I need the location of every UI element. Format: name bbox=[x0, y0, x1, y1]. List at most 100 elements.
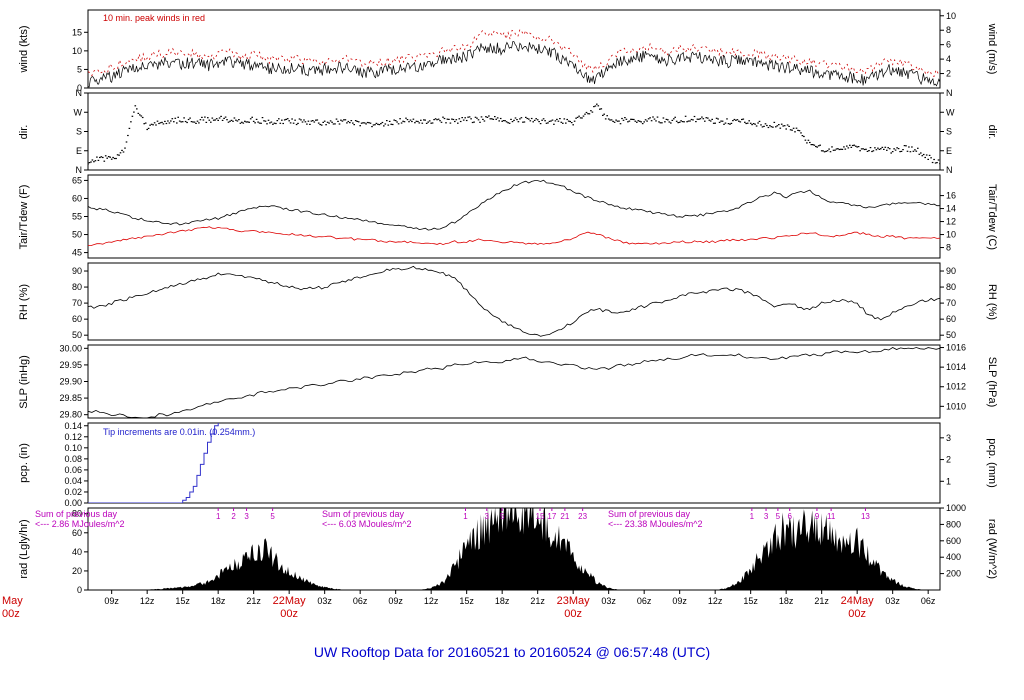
scatter-point bbox=[590, 110, 592, 112]
scatter-point bbox=[474, 116, 477, 118]
scatter-point bbox=[520, 117, 523, 119]
panel-plot-area-temp bbox=[88, 179, 940, 247]
scatter-point bbox=[584, 113, 586, 115]
scatter-point bbox=[868, 150, 870, 152]
y-tick-label: 5 bbox=[77, 64, 82, 74]
scatter-point bbox=[745, 122, 747, 125]
y-tick-label: 65 bbox=[72, 175, 82, 185]
rad-sum-line2: <--- 2.86 MJoules/m^2 bbox=[35, 519, 125, 529]
y-tick-label: 10 bbox=[946, 230, 956, 240]
date-line1: 22May bbox=[272, 595, 306, 607]
scatter-point bbox=[683, 121, 685, 123]
scatter-point bbox=[283, 119, 286, 121]
wind-axis-title-left: wind (kts) bbox=[18, 25, 30, 73]
scatter-point bbox=[690, 118, 693, 121]
date-line2: 00z bbox=[280, 608, 299, 620]
rad-hour-marker: 5 bbox=[500, 512, 505, 521]
scatter-point bbox=[91, 159, 94, 161]
y-tick-label: 60 bbox=[72, 193, 82, 203]
scatter-point bbox=[415, 120, 418, 122]
scatter-point bbox=[281, 119, 283, 121]
scatter-point bbox=[366, 121, 369, 124]
scatter-point bbox=[863, 148, 866, 151]
scatter-point bbox=[871, 150, 873, 153]
scatter-point bbox=[857, 146, 860, 148]
scatter-point bbox=[846, 145, 848, 147]
scatter-point bbox=[218, 117, 221, 119]
scatter-point bbox=[428, 120, 431, 122]
scatter-point bbox=[217, 119, 219, 121]
scatter-point bbox=[886, 149, 888, 151]
scatter-point bbox=[291, 118, 293, 120]
scatter-point bbox=[708, 119, 711, 121]
scatter-point bbox=[804, 139, 807, 141]
y-tick-label: 70 bbox=[72, 298, 82, 308]
scatter-point bbox=[177, 116, 179, 118]
scatter-point bbox=[186, 121, 188, 124]
scatter-point bbox=[643, 121, 645, 123]
y-tick-label: 29.95 bbox=[59, 360, 82, 370]
scatter-point bbox=[313, 121, 316, 123]
panel-plot-area-slp bbox=[88, 347, 940, 418]
scatter-point bbox=[911, 146, 913, 148]
scatter-point bbox=[877, 147, 879, 149]
scatter-point bbox=[526, 117, 529, 120]
scatter-point bbox=[538, 121, 540, 123]
scatter-point bbox=[386, 120, 388, 122]
scatter-point bbox=[670, 122, 672, 124]
scatter-point bbox=[930, 157, 932, 159]
date-line2: 00z bbox=[564, 608, 583, 620]
scatter-point bbox=[680, 120, 682, 122]
scatter-point bbox=[249, 118, 252, 120]
panel-slp: 29.80 29.85 29.90 29.95 30.00 1010 1012 1014 101… bbox=[59, 343, 966, 420]
scatter-point bbox=[851, 144, 854, 147]
scatter-point bbox=[906, 150, 909, 152]
scatter-point bbox=[733, 118, 736, 121]
scatter-point bbox=[640, 121, 642, 123]
scatter-point bbox=[477, 119, 480, 121]
scatter-point bbox=[751, 124, 753, 126]
scatter-point bbox=[399, 118, 401, 120]
scatter-point bbox=[875, 149, 878, 151]
panel-border bbox=[87, 344, 941, 419]
scatter-point bbox=[533, 119, 536, 121]
scatter-point bbox=[251, 116, 253, 118]
scatter-point bbox=[854, 145, 857, 147]
scatter-point bbox=[647, 118, 650, 120]
scatter-point bbox=[837, 148, 839, 150]
y-tick-label: 0.10 bbox=[64, 443, 82, 453]
scatter-point bbox=[130, 121, 132, 123]
scatter-point bbox=[147, 127, 150, 129]
scatter-point bbox=[775, 126, 777, 128]
scatter-point bbox=[937, 159, 940, 161]
scatter-point bbox=[748, 120, 750, 122]
y-tick-label: 70 bbox=[946, 298, 956, 308]
scatter-point bbox=[489, 118, 492, 120]
scatter-point bbox=[491, 118, 493, 120]
scatter-point bbox=[606, 115, 608, 117]
scatter-point bbox=[591, 111, 594, 113]
scatter-point bbox=[859, 150, 861, 152]
scatter-point bbox=[578, 115, 580, 117]
scatter-point bbox=[360, 122, 363, 124]
scatter-point bbox=[603, 113, 605, 115]
scatter-point bbox=[788, 125, 790, 127]
scatter-point bbox=[368, 122, 370, 124]
y-tick-label: E bbox=[76, 146, 82, 156]
y-tick-label: 90 bbox=[946, 266, 956, 276]
y-tick-label: 29.80 bbox=[59, 410, 82, 420]
scatter-point bbox=[850, 146, 853, 148]
tip-increments-note: Tip increments are 0.01in. (0.254mm.) bbox=[103, 427, 256, 437]
scatter-point bbox=[329, 120, 332, 122]
y-tick-label: 6 bbox=[946, 40, 951, 50]
scatter-point bbox=[501, 120, 503, 122]
scatter-point bbox=[536, 119, 539, 121]
scatter-point bbox=[103, 160, 106, 162]
scatter-point bbox=[121, 149, 123, 151]
scatter-point bbox=[418, 122, 421, 124]
scatter-point bbox=[834, 149, 836, 151]
panel-pcp: 0.000.020.040.060.080.100.120.14 1 2 3 bbox=[64, 421, 951, 508]
scatter-point bbox=[118, 154, 120, 156]
scatter-point bbox=[638, 120, 641, 122]
y-tick-label: 20 bbox=[72, 566, 82, 576]
